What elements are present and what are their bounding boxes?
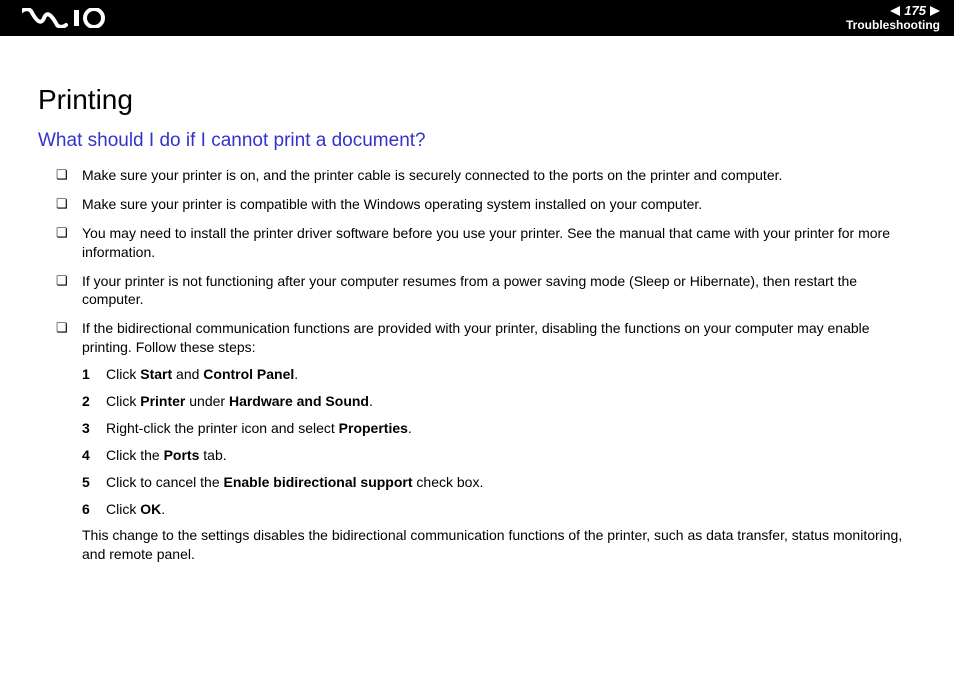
prev-page-arrow-icon[interactable]: [890, 6, 900, 16]
bullet-text: You may need to install the printer driv…: [82, 225, 890, 260]
bullet-list: Make sure your printer is on, and the pr…: [38, 166, 920, 564]
step-number: 4: [82, 446, 106, 465]
page-title: Printing: [38, 84, 920, 116]
bullet-text: Make sure your printer is on, and the pr…: [82, 167, 782, 183]
step-text: Click the Ports tab.: [106, 446, 227, 465]
step-item: 5Click to cancel the Enable bidirectiona…: [82, 473, 920, 492]
step-text: Click to cancel the Enable bidirectional…: [106, 473, 483, 492]
page-number: 175: [904, 4, 926, 18]
list-item: Make sure your printer is on, and the pr…: [62, 166, 920, 185]
page-content: Printing What should I do if I cannot pr…: [0, 36, 954, 594]
bullet-text: Make sure your printer is compatible wit…: [82, 196, 702, 212]
step-item: 2Click Printer under Hardware and Sound.: [82, 392, 920, 411]
step-text: Click OK.: [106, 500, 165, 519]
step-text: Click Printer under Hardware and Sound.: [106, 392, 373, 411]
page-nav: 175 Troubleshooting: [846, 4, 940, 31]
list-item: If your printer is not functioning after…: [62, 272, 920, 310]
step-number: 5: [82, 473, 106, 492]
list-item: You may need to install the printer driv…: [62, 224, 920, 262]
trailing-note: This change to the settings disables the…: [82, 526, 920, 564]
steps-list: 1Click Start and Control Panel.2Click Pr…: [82, 365, 920, 518]
bullet-text: If the bidirectional communication funct…: [82, 320, 870, 355]
list-item: If the bidirectional communication funct…: [62, 319, 920, 564]
step-number: 2: [82, 392, 106, 411]
step-text: Right-click the printer icon and select …: [106, 419, 412, 438]
step-item: 6Click OK.: [82, 500, 920, 519]
page-subtitle: What should I do if I cannot print a doc…: [38, 130, 920, 152]
step-item: 1Click Start and Control Panel.: [82, 365, 920, 384]
step-text: Click Start and Control Panel.: [106, 365, 298, 384]
step-number: 6: [82, 500, 106, 519]
step-item: 4Click the Ports tab.: [82, 446, 920, 465]
list-item: Make sure your printer is compatible wit…: [62, 195, 920, 214]
step-item: 3Right-click the printer icon and select…: [82, 419, 920, 438]
header-bar: 175 Troubleshooting: [0, 0, 954, 36]
step-number: 1: [82, 365, 106, 384]
bullet-text: If your printer is not functioning after…: [82, 273, 857, 308]
page-num-row: 175: [890, 4, 940, 18]
step-number: 3: [82, 419, 106, 438]
section-label: Troubleshooting: [846, 19, 940, 32]
vaio-logo: [22, 8, 112, 28]
next-page-arrow-icon[interactable]: [930, 6, 940, 16]
